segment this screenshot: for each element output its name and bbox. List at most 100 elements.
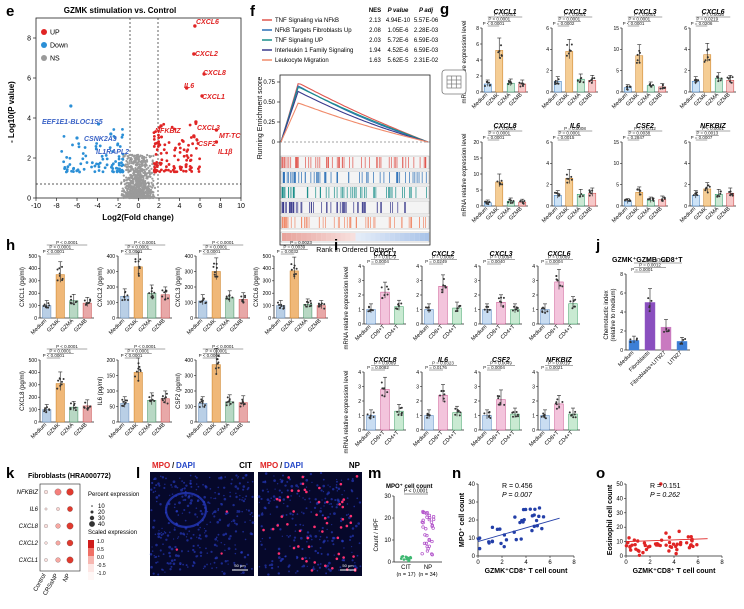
m-point-np	[422, 541, 427, 545]
data-point	[135, 370, 138, 373]
volcano-point-ns	[127, 165, 130, 168]
y-tick-label: 0	[474, 322, 477, 328]
data-point	[228, 294, 231, 297]
volcano-point-up	[162, 122, 166, 126]
volcano-point-ns	[136, 196, 139, 199]
l-label-slash-2: /	[280, 461, 283, 470]
if-nucleus	[160, 532, 163, 534]
chart-title: IL6	[438, 357, 448, 364]
gsea-y-tick-label: 0	[272, 140, 276, 146]
if-nucleus	[264, 480, 267, 483]
if-nucleus	[165, 538, 168, 541]
volcano-point-up	[196, 142, 200, 145]
data-point	[72, 406, 75, 409]
if-nucleus	[358, 542, 361, 545]
y-tick-label: 300	[29, 279, 38, 285]
sig-label: P < 0.0001	[212, 240, 234, 245]
data-point	[499, 402, 502, 405]
volcano-point-ns	[135, 161, 139, 164]
table-icon[interactable]	[441, 69, 467, 95]
if-nucleus	[164, 483, 166, 486]
data-point	[695, 80, 698, 83]
if-mpo-cell	[306, 536, 310, 540]
data-point	[386, 293, 389, 296]
if-nucleus	[306, 565, 308, 568]
if-mpo-cell	[305, 490, 308, 494]
if-cells	[149, 471, 362, 576]
y-tick-label: 1	[416, 413, 419, 419]
scatter-y-tick-label: 50	[616, 482, 623, 488]
volcano-point-ns	[150, 181, 153, 184]
x-tick-label: GZMB	[229, 422, 245, 438]
if-nucleus	[273, 479, 276, 482]
if-nucleus	[250, 532, 254, 536]
scatter-y-tick-label: 30	[468, 500, 475, 506]
if-nucleus	[222, 572, 226, 575]
if-nucleus	[328, 503, 330, 505]
if-nucleus	[178, 568, 182, 571]
if-nucleus	[320, 507, 322, 509]
if-nucleus	[160, 475, 162, 478]
if-nucleus	[289, 534, 292, 537]
if-nucleus	[235, 523, 238, 526]
if-nucleus	[339, 566, 342, 569]
data-point	[483, 308, 486, 311]
h-ylabel: CXCL1 (pg/ml)	[20, 267, 26, 307]
y-tick-label: 4	[532, 264, 535, 270]
k-gene-label: IL6	[30, 507, 39, 513]
if-nucleus	[349, 539, 352, 541]
data-point	[496, 180, 499, 183]
x-tick-label: Medium	[470, 324, 488, 342]
scatter-y-tick-label: 0	[472, 554, 476, 560]
if-nucleus	[331, 488, 335, 491]
m-y-tick-label: 10	[384, 538, 391, 544]
if-nucleus	[157, 535, 161, 539]
data-point	[501, 183, 504, 186]
data-point	[662, 83, 665, 86]
if-mpo-cell	[297, 489, 300, 493]
volcano-point-down	[81, 152, 85, 155]
data-point	[556, 398, 559, 401]
if-nucleus	[186, 539, 189, 542]
data-point	[165, 392, 168, 395]
data-point	[426, 416, 429, 419]
volcano-point-ns	[137, 157, 140, 160]
data-point	[572, 416, 575, 419]
l-label-dapi-2: DAPI	[284, 461, 303, 470]
y-tick-label: 1	[416, 307, 419, 313]
gsea-rank-cell	[419, 233, 425, 241]
volcano-point-down	[77, 142, 81, 146]
data-point	[47, 302, 50, 305]
y-tick-label: 200	[29, 395, 38, 401]
if-nucleus	[314, 549, 317, 553]
data-point	[510, 82, 513, 85]
data-point	[87, 302, 90, 305]
if-nucleus	[155, 561, 158, 564]
if-nucleus	[229, 535, 232, 538]
volcano-ylabel: - Log10(P value)	[7, 81, 16, 143]
y-tick-label: 0	[34, 316, 37, 322]
m-point-np	[427, 513, 432, 518]
volcano-point-up	[202, 72, 206, 76]
data-point	[719, 190, 722, 193]
l-label-mpo-2: MPO	[260, 461, 278, 470]
data-point	[57, 379, 60, 382]
if-nucleus	[155, 500, 158, 503]
data-point	[590, 192, 593, 195]
data-point	[648, 198, 651, 201]
k-dot	[55, 523, 61, 529]
data-point	[294, 272, 297, 275]
if-nucleus	[243, 556, 247, 559]
volcano-point-down	[118, 167, 121, 171]
if-nucleus	[183, 508, 186, 512]
data-point	[581, 194, 584, 197]
if-nucleus	[301, 565, 303, 568]
scatter-r: R = 0.456	[502, 483, 533, 490]
if-nucleus	[268, 564, 271, 567]
y-tick-label: 3	[474, 278, 477, 284]
if-nucleus	[271, 560, 274, 563]
data-point	[514, 308, 517, 311]
k-size-legend-label: 30	[98, 516, 105, 522]
if-nucleus	[244, 538, 247, 541]
